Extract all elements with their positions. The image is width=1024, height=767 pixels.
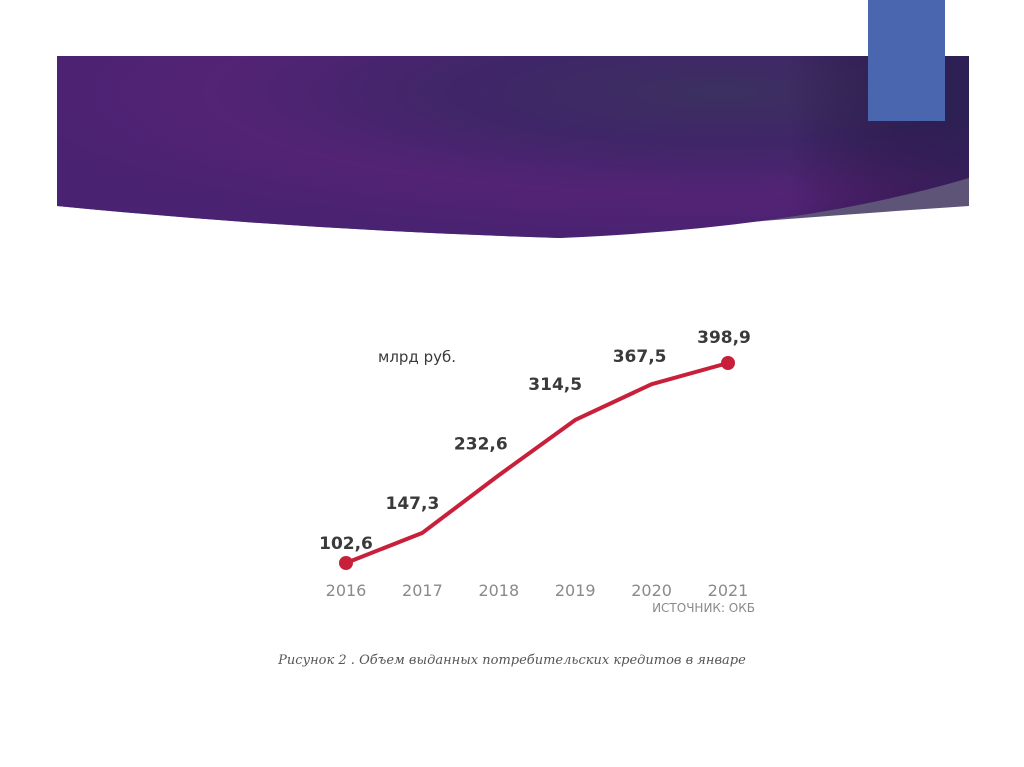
header-banner [57,56,969,238]
x-tick-2019: 2019 [555,581,596,600]
x-tick-2017: 2017 [402,581,443,600]
line-chart: млрд руб. 102,6 2016 147,3 2017 232,6 2018 314… [319,328,755,615]
data-point-2021 [721,356,735,370]
data-label-2018: 232,6 [454,434,508,454]
source-label: ИСТОЧНИК: ОКБ [652,601,755,615]
x-tick-2021: 2021 [708,581,749,600]
x-tick-2020: 2020 [631,581,672,600]
series-line [345,361,729,565]
figure-caption: Рисунок 2 . Объем выданных потребительск… [278,653,746,668]
y-unit-label: млрд руб. [378,348,456,366]
data-label-2020: 367,5 [613,347,667,367]
x-tick-2016: 2016 [326,581,367,600]
data-label-2016: 102,6 [319,534,373,554]
accent-rectangle [868,0,945,121]
x-tick-2018: 2018 [478,581,519,600]
data-label-2019: 314,5 [528,375,582,395]
data-label-2021: 398,9 [697,328,751,348]
data-label-2017: 147,3 [386,494,440,514]
data-point-2016 [339,556,353,570]
